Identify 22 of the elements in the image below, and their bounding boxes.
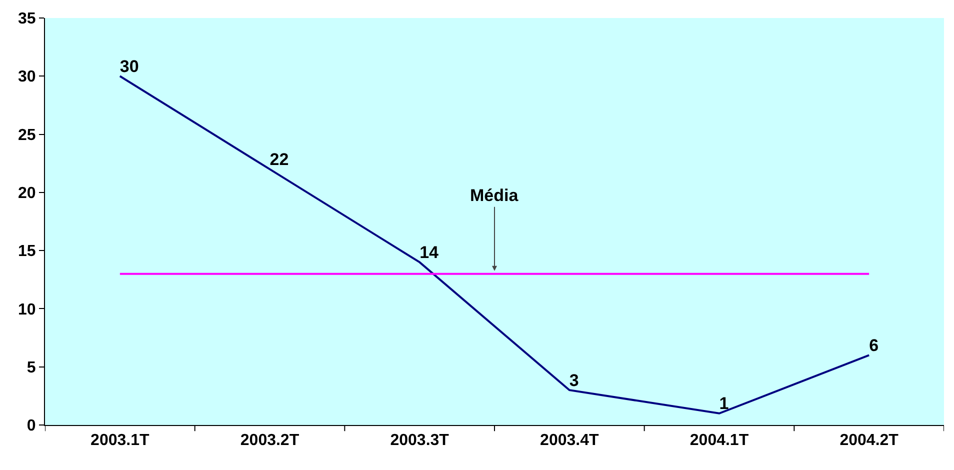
- y-tick-label: 0: [26, 418, 36, 435]
- y-tick-label: 35: [18, 10, 36, 28]
- x-tick-label: 2004.1T: [690, 432, 749, 450]
- y-tick-label: 20: [18, 185, 36, 202]
- data-label: 30: [120, 56, 139, 76]
- data-label: 1: [719, 394, 729, 414]
- data-label: 3: [569, 370, 579, 390]
- data-label: 6: [869, 336, 879, 355]
- y-tick-label: 5: [26, 359, 36, 376]
- x-tick-label: 2003.3T: [390, 432, 450, 450]
- y-tick-label: 25: [18, 126, 36, 144]
- y-tick-label: 10: [18, 301, 36, 318]
- x-tick-label: 2003.2T: [240, 432, 300, 450]
- y-tick-label: 30: [18, 68, 36, 86]
- x-tick-label: 2004.2T: [840, 432, 899, 450]
- x-tick-label: 2003.4T: [540, 432, 599, 450]
- data-label: 22: [270, 150, 289, 169]
- ref-line-label: Média: [470, 186, 519, 205]
- x-tick-label: 2003.1T: [90, 432, 150, 450]
- y-tick-label: 15: [18, 243, 36, 260]
- line-series: [118, 75, 870, 414]
- data-label: 14: [420, 242, 440, 262]
